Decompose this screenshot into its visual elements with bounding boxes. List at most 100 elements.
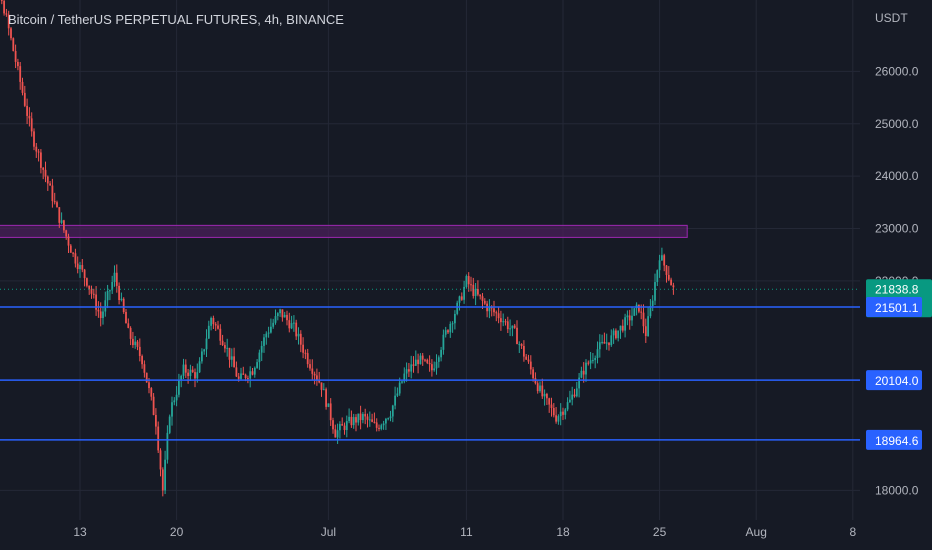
candle-body <box>562 411 564 415</box>
candle-body <box>371 419 373 422</box>
candle-body <box>122 298 125 312</box>
candle-body <box>118 285 120 300</box>
candle-body <box>380 425 383 429</box>
candle-body <box>260 345 263 353</box>
candle-body <box>168 416 171 433</box>
candle-body <box>582 370 585 375</box>
candle-body <box>357 413 360 423</box>
candle-body <box>290 323 293 329</box>
candle-body <box>226 347 229 349</box>
candle-body <box>405 369 408 374</box>
candle-body <box>391 405 394 417</box>
candle-body <box>283 314 286 318</box>
candle-body <box>14 51 17 62</box>
candle-body <box>49 183 51 186</box>
candle-body <box>237 376 240 379</box>
candle-body <box>470 284 472 286</box>
candle-body <box>155 414 157 427</box>
candle-body <box>235 367 238 377</box>
chart-title: Bitcoin / TetherUS PERPETUAL FUTURES, 4h… <box>8 12 344 27</box>
candle-body <box>88 285 91 290</box>
candle-body <box>536 383 539 392</box>
candle-body <box>19 66 22 82</box>
candle-body <box>559 411 562 417</box>
candle-body <box>495 312 498 314</box>
candle-body <box>437 357 440 362</box>
candle-body <box>387 418 390 420</box>
candle-body <box>329 403 332 421</box>
x-tick-label: 25 <box>653 525 667 539</box>
candle-body <box>127 323 130 328</box>
candle-body <box>410 364 413 372</box>
candle-body <box>362 414 364 421</box>
candle-body <box>497 313 500 319</box>
candle-body <box>152 396 155 415</box>
candle-body <box>95 294 97 310</box>
candle-body <box>288 320 291 329</box>
candle-body <box>610 335 613 346</box>
candle-body <box>465 276 468 287</box>
candle-body <box>543 393 546 397</box>
candle-body <box>99 311 102 319</box>
candle-body <box>109 290 111 292</box>
candle-body <box>509 328 511 330</box>
candle-body <box>203 349 206 352</box>
candle-body <box>21 81 24 93</box>
candle-body <box>366 416 369 420</box>
candle-body <box>102 311 104 319</box>
candle-body <box>134 341 137 346</box>
candle-body <box>274 316 277 323</box>
candle-body <box>159 450 162 470</box>
candle-body <box>435 361 438 369</box>
candle-body <box>626 315 629 318</box>
candle-body <box>157 426 160 451</box>
candle-body <box>309 364 311 369</box>
candle-body <box>463 286 465 300</box>
candle-body <box>472 284 475 296</box>
candle-body <box>113 272 116 282</box>
candle-body <box>138 346 141 357</box>
candle-body <box>304 352 307 354</box>
candle-body <box>516 327 518 345</box>
candle-body <box>343 425 346 431</box>
candle-body <box>663 255 666 266</box>
candle-body <box>523 345 525 357</box>
candle-body <box>74 253 77 264</box>
candle-body <box>263 337 265 346</box>
candle-body <box>92 293 95 295</box>
candle-body <box>65 230 68 237</box>
resistance-zone <box>0 224 688 238</box>
candle-body <box>272 322 275 327</box>
candle-body <box>488 306 491 312</box>
candle-body <box>143 364 146 373</box>
candle-body <box>72 252 74 254</box>
candle-body <box>539 385 541 392</box>
candle-body <box>451 323 454 325</box>
candle-body <box>417 359 419 365</box>
candle-body <box>221 340 224 346</box>
candle-body <box>520 344 523 346</box>
candle-body <box>341 424 344 426</box>
y-tick-label: 23000.0 <box>875 222 919 236</box>
candle-body <box>97 309 100 312</box>
candle-body <box>640 311 643 313</box>
candle-body <box>56 202 58 208</box>
candle-body <box>460 296 463 300</box>
candle-body <box>164 459 166 491</box>
candle-body <box>42 167 45 170</box>
candle-body <box>511 325 514 329</box>
candle-body <box>631 315 633 321</box>
candle-body <box>670 279 672 286</box>
candle-body <box>120 298 123 300</box>
level-badge-label: 18964.6 <box>875 434 919 448</box>
candle-body <box>378 427 380 429</box>
candle-body <box>189 369 192 376</box>
candle-body <box>433 368 436 371</box>
candle-body <box>30 118 33 132</box>
candle-body <box>302 344 304 353</box>
candle-body <box>368 419 371 421</box>
candle-body <box>527 359 530 362</box>
candle-body <box>166 432 169 460</box>
candle-body <box>63 220 65 231</box>
